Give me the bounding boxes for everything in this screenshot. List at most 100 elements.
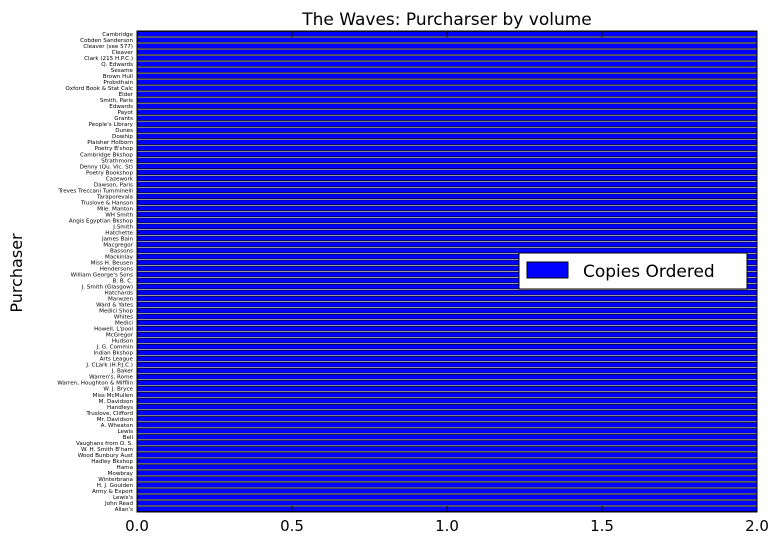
y-tick-label: Hudson <box>112 339 134 345</box>
y-tick-label: Mr. Davidson <box>97 417 134 423</box>
y-tick-label: Mowbray <box>108 471 134 477</box>
bar <box>136 223 758 230</box>
bar <box>136 169 758 175</box>
bar <box>136 133 758 139</box>
y-tick-label: Cambridge <box>102 32 133 38</box>
bar <box>136 386 758 392</box>
y-tick-label: Oxford Book & Stat Calc <box>65 86 133 92</box>
y-tick-label: Smith, Paris <box>100 98 133 104</box>
bar <box>136 49 758 55</box>
bar <box>136 349 758 356</box>
y-tick-label: J. CLark (H.P.J.C.) <box>85 363 133 369</box>
y-tick-label: Allan's <box>115 507 133 513</box>
y-tick-label: Miss McMullen <box>93 393 134 399</box>
y-tick-label: Macgregor <box>103 242 133 248</box>
bar <box>136 199 758 206</box>
bar <box>136 115 758 121</box>
bar <box>136 319 758 326</box>
y-tick-label: John Read <box>104 501 133 507</box>
bar <box>136 440 758 446</box>
y-tick-label: J. Baker <box>111 369 134 375</box>
y-tick-label: Indian Bkshop <box>93 351 133 357</box>
y-tick-label: Warren's, Rome <box>89 375 133 381</box>
y-tick-label: Truslove & Hanson <box>80 200 134 206</box>
bar <box>136 157 758 163</box>
y-tick-label: Poetry Bookshop <box>86 170 133 176</box>
y-tick-label: Probsthain <box>103 80 133 86</box>
y-tick-label: Hatchards <box>104 291 133 297</box>
y-tick-label: B. B. C. <box>113 279 134 285</box>
y-tick-label: Hatchette <box>105 230 133 236</box>
bar <box>136 374 758 380</box>
bar <box>136 343 758 350</box>
y-tick-label: Treves Treccani Tumminelli <box>57 188 133 194</box>
legend-swatch <box>526 261 569 279</box>
bar <box>136 127 758 133</box>
bar <box>136 458 758 464</box>
bar <box>136 193 758 200</box>
y-tick-label: Hadley Bkshop <box>91 459 133 465</box>
bars-layer <box>136 31 758 512</box>
bar <box>136 139 758 145</box>
bar <box>136 416 758 422</box>
y-tick-label: Cleaver <box>112 50 134 56</box>
y-tick-label: Hendersons <box>100 266 133 272</box>
y-tick-label: Warren, Houghton & Mifflin <box>57 381 133 387</box>
bar <box>136 452 758 458</box>
y-tick-label: Bell <box>123 435 134 441</box>
bar <box>136 121 758 127</box>
y-tick-label: Q. Edwards <box>101 62 133 68</box>
y-tick-label: Winterbrana <box>98 477 133 483</box>
y-tick-label: Payot <box>118 110 134 116</box>
y-tick-label: J.Smith <box>112 224 133 230</box>
bar <box>136 446 758 452</box>
bar <box>136 109 758 115</box>
bar <box>136 494 758 500</box>
y-tick-label: M. Davidson <box>99 399 134 405</box>
bar <box>136 43 758 49</box>
x-tick-label: 1.5 <box>590 517 614 535</box>
y-tick-label: Hama <box>116 465 133 471</box>
y-tick-label: Lewis's <box>113 495 133 501</box>
x-tick-labels: 0.0 0.5 1.0 1.5 2.0 <box>125 31 769 535</box>
y-tick-label: Howell, L'pool <box>94 327 133 333</box>
bar <box>136 151 758 157</box>
bar <box>136 380 758 386</box>
y-tick-label: Arts League <box>100 357 134 363</box>
bar <box>136 91 758 97</box>
y-tick-label: Grants <box>114 116 133 122</box>
y-tick-label: Handleys <box>107 405 133 411</box>
y-tick-label: Marwzen <box>108 297 134 303</box>
bar <box>136 355 758 362</box>
y-tick-label: Cleaver (see 577) <box>83 44 133 50</box>
bar <box>136 422 758 428</box>
bar <box>136 85 758 91</box>
bar <box>136 482 758 488</box>
bar <box>136 97 758 103</box>
y-tick-label: Angis Egyptian Bkshop <box>69 218 134 224</box>
y-tick-label: Mlle. Manton <box>97 206 133 212</box>
y-tick-label: J. G. Commin <box>96 345 134 351</box>
y-tick-label: Vaughans from O. S. <box>76 441 133 447</box>
legend: Copies Ordered <box>518 252 748 290</box>
y-tick-label: Clark (215 H.P.C.) <box>84 56 133 62</box>
y-tick-label: Army & Export <box>92 489 134 495</box>
bar <box>136 73 758 79</box>
y-tick-label: W. J. Bryce <box>103 387 133 393</box>
bar <box>136 488 758 494</box>
y-tick-label: J. Smith (Glasgow) <box>81 285 133 291</box>
y-tick-label: Cambridge Bkshop <box>80 152 133 158</box>
bar <box>136 428 758 434</box>
bar <box>136 470 758 476</box>
y-tick-label: McGregor <box>106 333 134 339</box>
bar <box>136 464 758 470</box>
y-tick-label: Elder <box>119 92 134 98</box>
y-tick-label: Edwards <box>109 104 133 110</box>
y-tick-label: James Bain <box>101 236 133 242</box>
y-tick-label: Truslove, Clifford <box>85 411 133 417</box>
y-tick-label: Whites <box>114 315 133 321</box>
legend-label: Copies Ordered <box>583 262 715 282</box>
bar <box>136 217 758 224</box>
bar <box>136 175 758 182</box>
bar <box>136 392 758 398</box>
